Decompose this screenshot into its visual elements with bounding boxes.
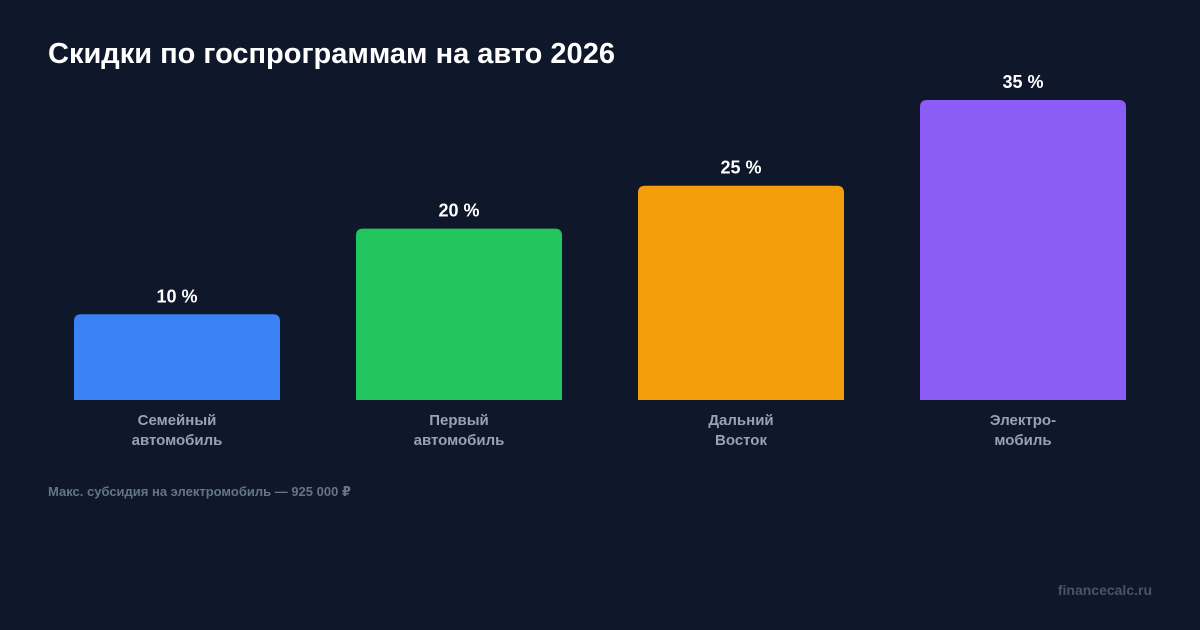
bar-1 <box>74 314 280 400</box>
bar-2 <box>356 228 562 400</box>
category-label-4-line-2: мобиль <box>994 432 1051 449</box>
category-label-1-line-2: автомобиль <box>132 432 223 449</box>
chart-title: Скидки по госпрограммам на авто 2026 <box>48 38 615 70</box>
bar-4 <box>920 100 1126 400</box>
category-label-2-line-2: автомобиль <box>414 432 505 449</box>
category-label-4-line-1: Электро- <box>990 412 1056 429</box>
category-label-1-line-1: Семейный <box>138 412 217 429</box>
category-label-3-line-2: Восток <box>715 432 767 449</box>
brand-watermark: financecalc.ru <box>1057 582 1152 598</box>
bar-value-label-4: 35 % <box>1002 72 1043 92</box>
bar-value-label-1: 10 % <box>156 286 197 306</box>
category-label-2-line-1: Первый <box>429 412 489 429</box>
bar-value-label-3: 25 % <box>720 158 761 178</box>
bar-value-label-2: 20 % <box>438 201 479 221</box>
category-label-3-line-1: Дальний <box>708 412 773 429</box>
subsidy-note: Макс. субсидия на электромобиль — 925 00… <box>48 484 351 499</box>
bar-3 <box>638 185 844 400</box>
